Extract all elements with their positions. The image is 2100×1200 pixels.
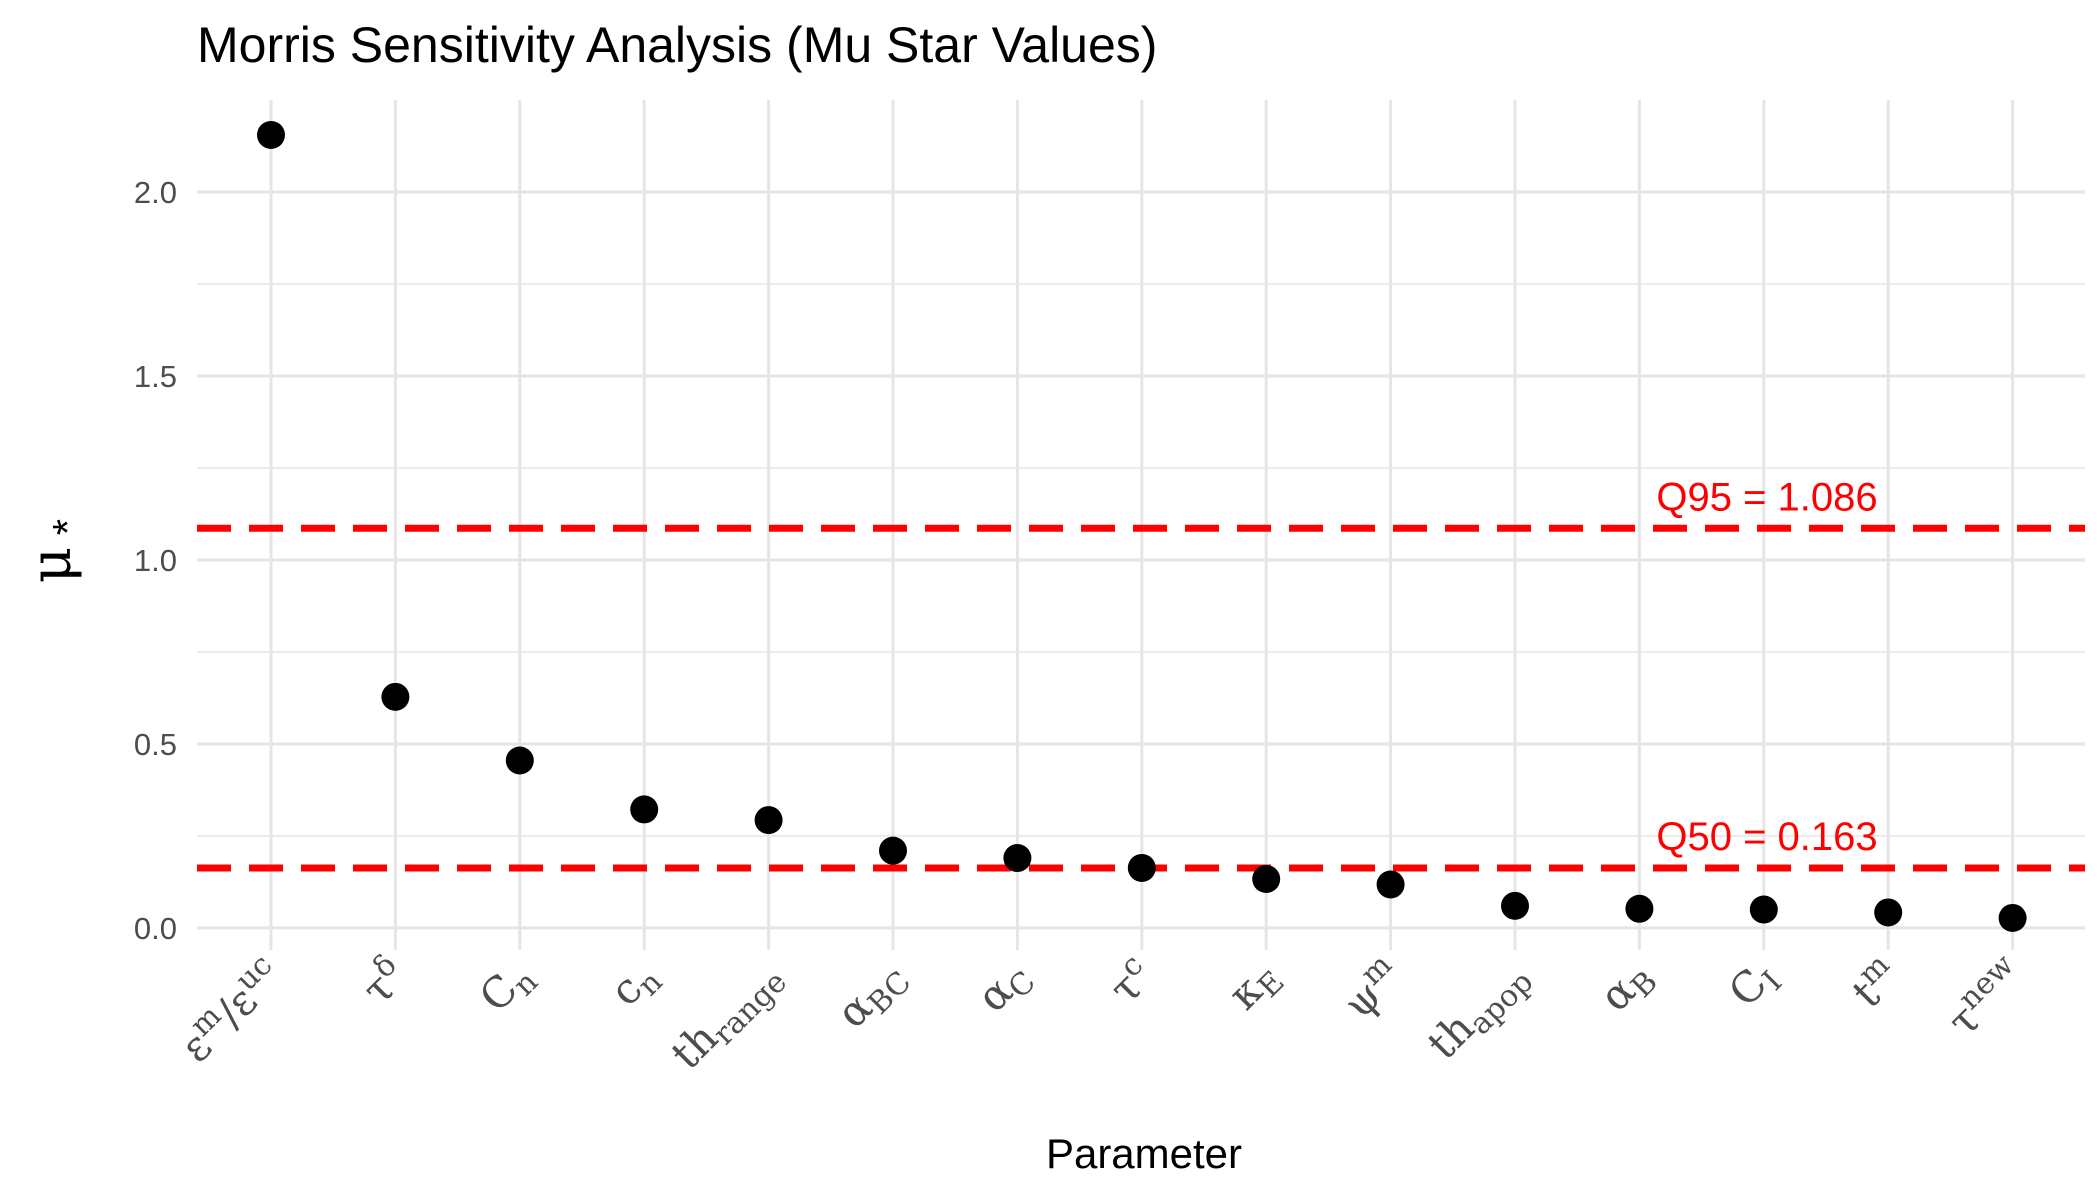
svg-text:αBC: αBC	[827, 950, 918, 1041]
data-point	[1625, 894, 1654, 923]
svg-text:Cn: Cn	[470, 950, 545, 1025]
y-tick-label: 2.0	[134, 175, 177, 210]
data-point	[505, 746, 534, 775]
y-axis-title: μ *	[19, 519, 91, 583]
y-axis-ticks: 0.0 0.5 1.0 1.5 2.0	[134, 175, 177, 946]
y-axis-title-symbol: μ	[19, 547, 84, 583]
x-tick-label: τc	[1097, 947, 1163, 1013]
data-point	[257, 120, 285, 149]
svg-text:τc: τc	[1097, 947, 1163, 1013]
svg-text:thrange: thrange	[661, 950, 793, 1082]
x-tick-label: tm	[1839, 947, 1909, 1017]
reference-label: Q50 = 0.163	[1656, 815, 1877, 859]
data-point	[1003, 844, 1032, 873]
svg-text:αB: αB	[1590, 950, 1664, 1024]
svg-text:τnew: τnew	[1935, 947, 2034, 1046]
x-axis-title: Parameter	[1046, 1130, 1242, 1177]
x-tick-label: τnew	[1935, 947, 2034, 1046]
svg-text:εm/εuc: εm/εuc	[168, 947, 292, 1071]
x-tick-label: τδ	[349, 947, 416, 1014]
svg-text:tm: tm	[1839, 947, 1909, 1017]
x-tick-label: Cn	[470, 950, 545, 1025]
svg-text:CI: CI	[1719, 950, 1789, 1020]
x-tick-label: εm/εuc	[168, 947, 292, 1071]
x-tick-label: αBC	[827, 950, 918, 1041]
x-tick-label: αB	[1590, 950, 1664, 1024]
y-tick-label: 0.0	[134, 911, 177, 946]
svg-text:ψm: ψm	[1330, 947, 1411, 1028]
data-point	[1127, 853, 1156, 882]
data-point	[381, 682, 410, 711]
chart-title: Morris Sensitivity Analysis (Mu Star Val…	[197, 17, 1157, 73]
svg-text:αC: αC	[968, 950, 1043, 1025]
x-tick-label: ψm	[1330, 947, 1411, 1028]
data-point	[1998, 903, 2027, 932]
x-tick-label: thrange	[661, 950, 793, 1082]
data-point	[1252, 864, 1281, 893]
reference-label: Q95 = 1.086	[1656, 475, 1877, 519]
data-point	[879, 836, 907, 865]
y-axis-title-superscript: *	[44, 519, 91, 535]
y-tick-label: 0.5	[134, 727, 177, 762]
svg-text:thapop: thapop	[1418, 950, 1540, 1072]
data-point	[754, 806, 783, 835]
x-tick-label: cn	[600, 950, 669, 1019]
svg-text:κE: κE	[1219, 950, 1292, 1023]
data-point	[1501, 891, 1529, 920]
data-point	[1376, 870, 1405, 899]
y-tick-label: 1.0	[134, 543, 177, 578]
y-tick-label: 1.5	[134, 359, 177, 394]
x-tick-label: CI	[1719, 950, 1789, 1020]
svg-text:cn: cn	[600, 950, 669, 1019]
svg-text:τδ: τδ	[349, 947, 416, 1014]
x-tick-label: thapop	[1418, 950, 1540, 1072]
data-points	[257, 120, 2027, 932]
x-tick-label: κE	[1219, 950, 1292, 1023]
x-tick-label: αC	[968, 950, 1043, 1025]
data-point	[630, 795, 659, 824]
data-point	[1874, 898, 1903, 927]
data-point	[1749, 895, 1778, 924]
